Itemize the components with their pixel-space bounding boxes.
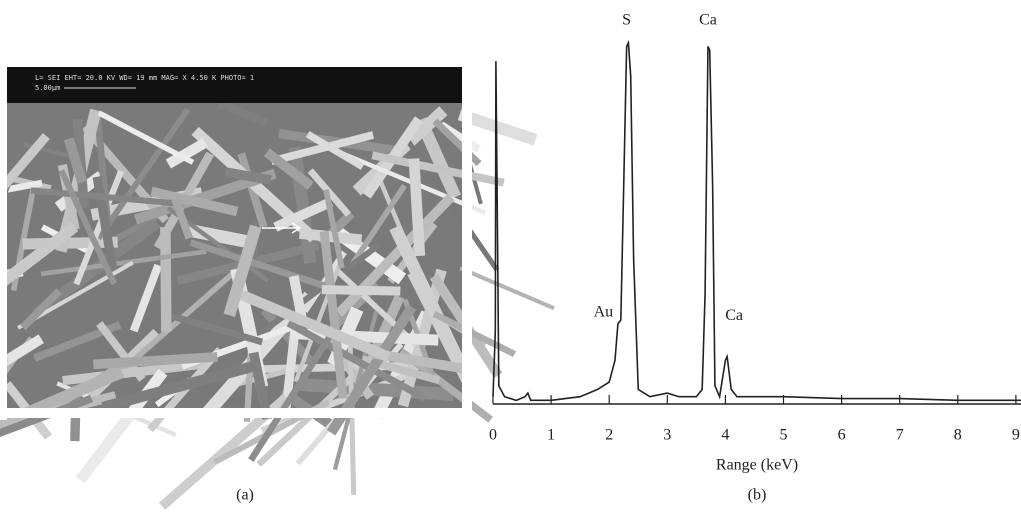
- x-tick-label: 4: [721, 427, 729, 444]
- sem-image: [0, 60, 555, 510]
- crystal: [404, 136, 500, 272]
- crystal: [62, 359, 207, 386]
- crystal: [288, 146, 317, 264]
- crystal: [248, 351, 273, 420]
- crystal: [165, 138, 208, 169]
- x-tick-label: 0: [489, 427, 497, 444]
- crystal: [333, 148, 487, 215]
- crystal: [260, 307, 314, 365]
- crystal: [22, 236, 118, 250]
- peak-label: S: [622, 12, 631, 29]
- peak-label: Ca: [725, 307, 743, 324]
- crystal: [0, 394, 93, 438]
- sem-scale: 5.00µm: [35, 84, 60, 92]
- crystal: [389, 224, 473, 381]
- crystal: [319, 230, 348, 399]
- crystal: [273, 197, 334, 232]
- x-axis-label: Range (keV): [716, 457, 798, 474]
- crystal: [296, 377, 454, 401]
- crystal: [371, 151, 505, 187]
- crystal: [348, 183, 407, 268]
- crystal: [258, 242, 381, 337]
- sem-info: L= SEI EHT= 20.0 KV WD= 19 mm MAG= X 4.5…: [35, 74, 254, 82]
- crystal: [298, 228, 363, 246]
- crystal: [459, 266, 555, 311]
- crystal: [263, 148, 314, 190]
- crystal: [129, 263, 163, 333]
- crystal: [432, 310, 516, 357]
- crystal: [63, 137, 87, 184]
- crystal: [73, 169, 125, 286]
- x-tick-label: 7: [896, 427, 904, 444]
- crystal: [457, 108, 538, 146]
- x-tick-label: 3: [663, 427, 671, 444]
- x-tick-label: 5: [780, 427, 788, 444]
- crystal: [58, 169, 117, 286]
- crystal: [93, 352, 218, 370]
- crystal: [239, 289, 391, 362]
- crystal: [217, 99, 269, 127]
- crystal: [237, 152, 268, 229]
- crystal: [408, 158, 426, 257]
- crystal: [305, 131, 365, 170]
- sem-clip: [0, 60, 7, 420]
- arrow-head: [291, 222, 302, 234]
- sem-clip: [0, 408, 470, 418]
- crystal: [171, 312, 264, 346]
- spectrum-line: [492, 39, 1021, 402]
- crystal: [101, 360, 258, 413]
- crystal: [224, 167, 272, 185]
- peak-label: Au: [594, 303, 614, 320]
- crystal: [40, 249, 207, 277]
- crystal: [171, 197, 193, 240]
- crystal: [189, 239, 334, 292]
- sem-info-bar: [7, 67, 462, 103]
- x-tick-label: 2: [605, 427, 613, 444]
- crystal: [323, 188, 345, 269]
- crystal: [0, 179, 43, 195]
- x-tick-label: 6: [838, 427, 846, 444]
- crystal: [97, 110, 195, 165]
- crystal: [223, 224, 262, 318]
- crystal: [288, 275, 307, 320]
- crystal: [96, 107, 191, 241]
- crystal: [248, 330, 336, 462]
- crystal: [334, 267, 419, 347]
- x-tick-label: 1: [547, 427, 555, 444]
- crystal: [150, 186, 239, 217]
- crystal: [30, 187, 180, 207]
- crystal: [92, 176, 118, 273]
- peak-label: Ca: [699, 12, 717, 29]
- crystal: [20, 288, 62, 331]
- caption: (a): [236, 487, 254, 504]
- crystal: [160, 227, 172, 332]
- crystal: [0, 334, 44, 371]
- x-tick-label: 8: [954, 427, 962, 444]
- crystal: [270, 131, 375, 166]
- crystal: [347, 342, 357, 496]
- caption: (b): [748, 487, 767, 504]
- crystal: [0, 222, 79, 292]
- sem-clip: [462, 60, 472, 420]
- crystal: [321, 285, 401, 296]
- crystal: [286, 320, 427, 402]
- x-tick-label: 9: [1012, 427, 1020, 444]
